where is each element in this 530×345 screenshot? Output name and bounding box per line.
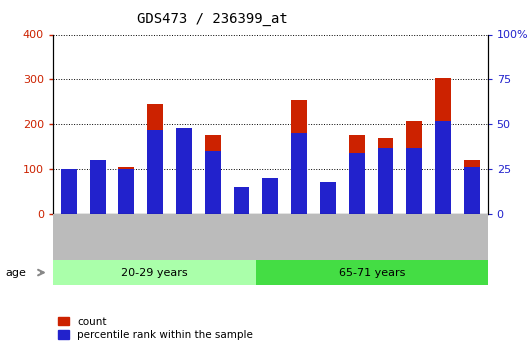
Bar [464,167,480,214]
Bar [291,99,307,214]
Bar [234,193,250,214]
Bar [464,160,480,214]
FancyBboxPatch shape [256,260,488,285]
Bar [176,185,192,214]
Text: 20-29 years: 20-29 years [121,268,188,277]
Bar [147,130,163,214]
Bar [407,148,422,214]
Bar [349,136,365,214]
FancyBboxPatch shape [53,260,256,285]
Text: age: age [5,268,26,277]
Bar [119,167,134,214]
Bar [377,148,393,214]
Bar [262,178,278,214]
Bar [435,121,451,214]
Bar [61,169,77,214]
Bar [119,169,134,214]
Bar [435,78,451,214]
Bar [291,133,307,214]
Bar [90,189,105,214]
Legend: count, percentile rank within the sample: count, percentile rank within the sample [58,317,253,340]
Bar [262,207,278,214]
Bar [205,136,220,214]
Bar [234,187,250,214]
Bar [320,195,336,214]
Bar [320,181,336,214]
Bar [61,169,77,214]
Bar [90,160,105,214]
Bar [176,128,192,214]
Bar [407,121,422,214]
Bar [377,138,393,214]
Bar [349,153,365,214]
Bar [205,151,220,214]
Text: GDS473 / 236399_at: GDS473 / 236399_at [137,12,287,26]
Bar [147,104,163,214]
Text: 65-71 years: 65-71 years [339,268,405,277]
